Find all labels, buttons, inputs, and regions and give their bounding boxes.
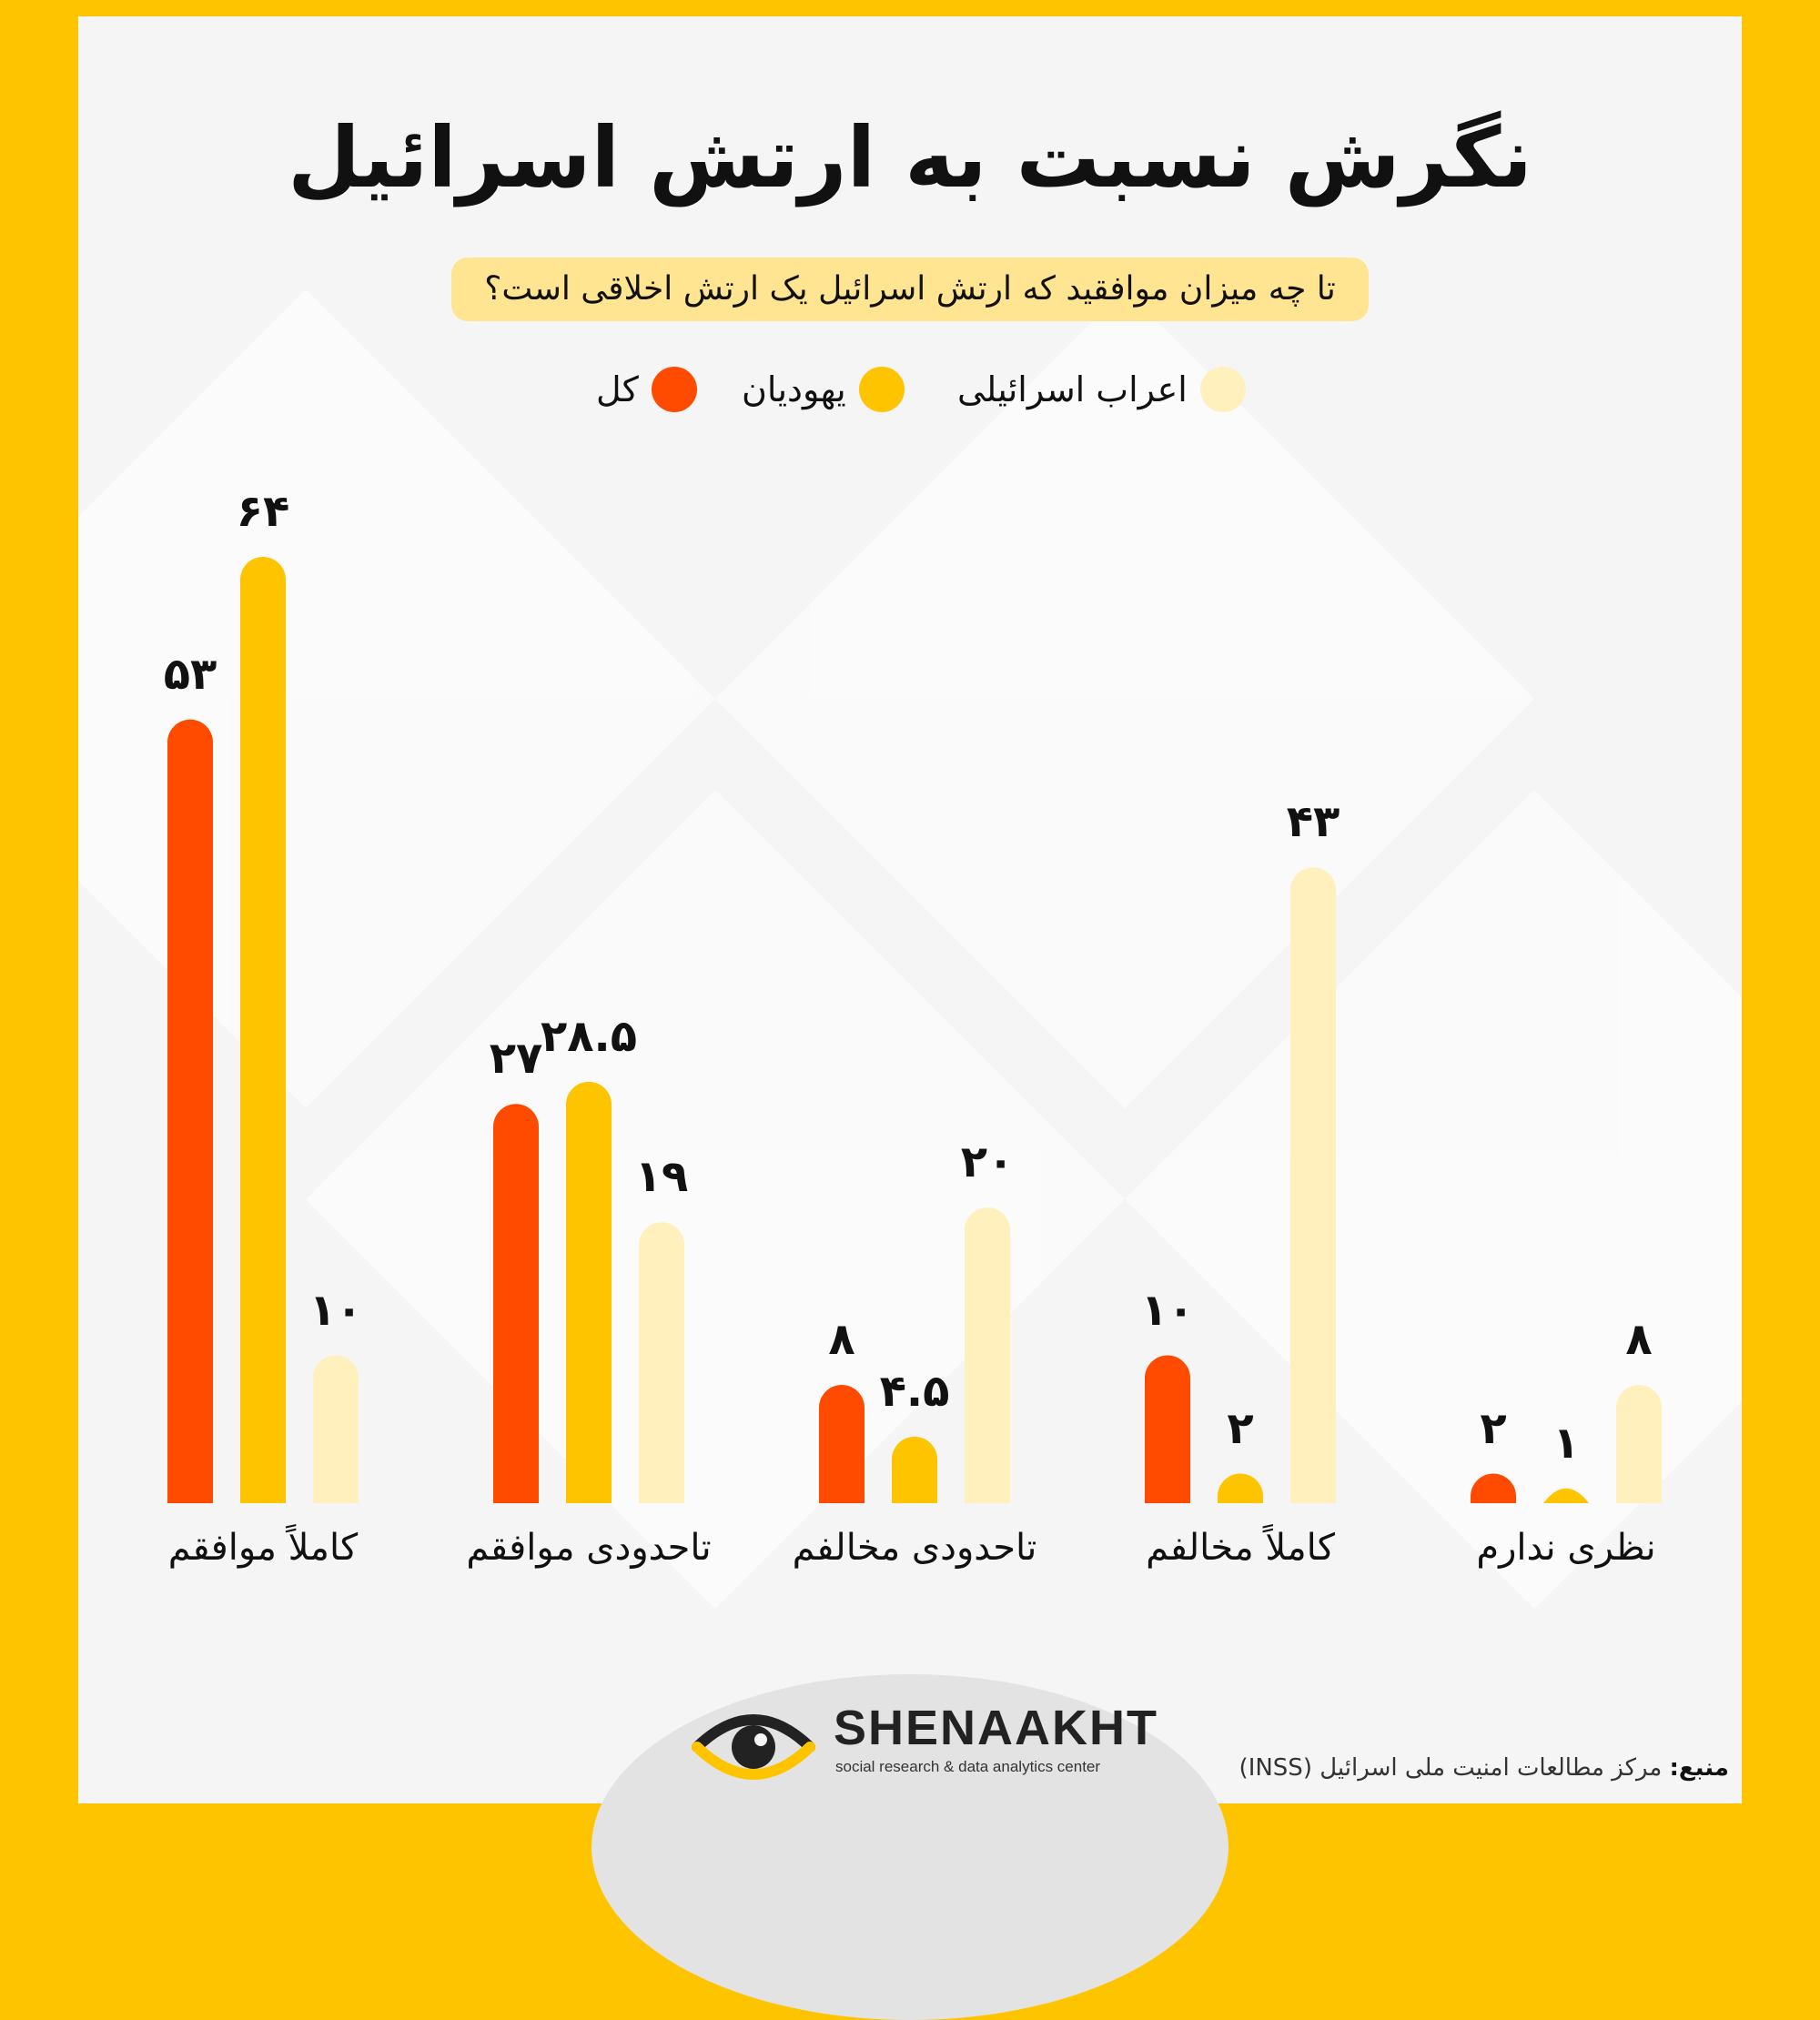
- legend-dot-total: [651, 367, 697, 412]
- value-label-3-1: ۲: [1227, 1402, 1254, 1454]
- source-note: منبع: مرکز مطالعات امنیت ملی اسرائیل (IN…: [1239, 1754, 1729, 1782]
- category-label-2: تاحدودی مخالفم: [792, 1527, 1037, 1569]
- bar-1-1: [566, 1081, 612, 1503]
- bar-2-0: [819, 1385, 864, 1503]
- value-label-0-2: ۱۰: [308, 1284, 363, 1336]
- bar-1-2: [639, 1222, 684, 1503]
- bar-chart: [167, 557, 1662, 1503]
- brand-tagline: social research & data analytics center: [835, 1758, 1101, 1775]
- value-label-1-2: ۱۹: [634, 1151, 689, 1203]
- brand-name: SHENAAKHT: [834, 1701, 1159, 1755]
- category-label-3: کاملاً مخالفم: [1146, 1527, 1335, 1569]
- value-label-2-0: ۸: [828, 1314, 855, 1365]
- bar-4-0: [1471, 1473, 1516, 1503]
- chart-subtitle: تا چه میزان موافقید که ارتش اسرائیل یک ا…: [451, 258, 1369, 321]
- legend-item-arabs: اعراب اسرائیلی: [957, 366, 1246, 413]
- legend-item-total: کل: [596, 366, 697, 413]
- value-label-1-1: ۲۸.۵: [540, 1010, 638, 1062]
- value-label-1-0: ۲۷: [489, 1033, 543, 1085]
- value-label-3-2: ۴۳: [1286, 796, 1340, 848]
- category-label-1: تاحدودی موافقم: [466, 1527, 712, 1569]
- legend-label-arabs: اعراب اسرائیلی: [957, 369, 1188, 409]
- value-label-0-0: ۵۳: [163, 648, 217, 700]
- category-label-4: نظری ندارم: [1476, 1527, 1656, 1569]
- source-text: مرکز مطالعات امنیت ملی اسرائیل (INSS): [1239, 1754, 1663, 1782]
- value-label-2-1: ۴.۵: [879, 1365, 950, 1417]
- bar-4-2: [1616, 1385, 1662, 1503]
- bar-2-1: [892, 1436, 937, 1503]
- chart-title: نگرش نسبت به ارتش اسرائیل: [288, 109, 1532, 207]
- bar-3-2: [1290, 867, 1336, 1503]
- legend-label-total: کل: [596, 369, 639, 409]
- source-label: منبع:: [1669, 1754, 1729, 1782]
- value-label-3-0: ۱۰: [1140, 1284, 1195, 1336]
- bar-3-1: [1218, 1473, 1263, 1503]
- legend-dot-jews: [858, 367, 905, 412]
- value-label-2-2: ۲۰: [960, 1136, 1015, 1187]
- value-label-4-0: ۲: [1480, 1402, 1507, 1454]
- bar-1-0: [493, 1104, 539, 1503]
- legend-dot-arabs: [1199, 367, 1246, 412]
- bar-3-0: [1145, 1355, 1190, 1503]
- bar-2-2: [965, 1207, 1010, 1503]
- eye-logo-icon: [692, 1714, 815, 1780]
- value-label-4-2: ۸: [1625, 1314, 1653, 1365]
- legend-item-jews: یهودیان: [742, 366, 905, 413]
- legend-label-jews: یهودیان: [742, 369, 846, 409]
- bar-0-0: [167, 719, 213, 1503]
- value-label-0-1: ۶۴: [236, 486, 290, 537]
- value-label-4-1: ۱: [1552, 1417, 1580, 1469]
- bar-0-2: [312, 1355, 359, 1503]
- bar-4-1: [1543, 1488, 1589, 1503]
- category-label-0: کاملاً موافقم: [167, 1527, 359, 1569]
- bar-0-1: [240, 557, 286, 1503]
